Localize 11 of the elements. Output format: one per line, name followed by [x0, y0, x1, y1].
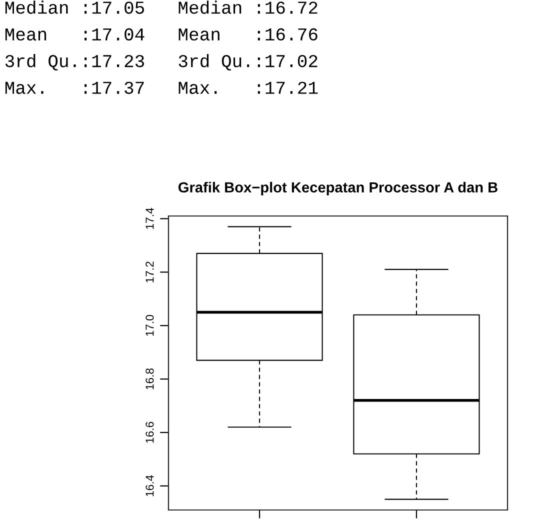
y-tick-label: 16.6: [146, 422, 154, 443]
text: Mean :17.04 Mean :16.76: [5, 28, 318, 41]
y-tick-label: 17.0: [146, 314, 154, 336]
y-tick-label: 17.2: [146, 262, 154, 282]
text: 3rd Qu.:17.23 3rd Qu.:17.02: [5, 54, 318, 70]
y-tick-label: 16.4: [146, 475, 154, 496]
text: Median :17.05 Median :16.72: [5, 0, 318, 14]
text: Max. :17.37 Max. :17.21: [5, 82, 318, 94]
y-tick-label: 17.4: [146, 208, 154, 229]
y-tick-label: 16.8: [146, 368, 154, 390]
chart-title: Grafik Box−plot Kecepatan Processor A dan B: [178, 182, 498, 196]
